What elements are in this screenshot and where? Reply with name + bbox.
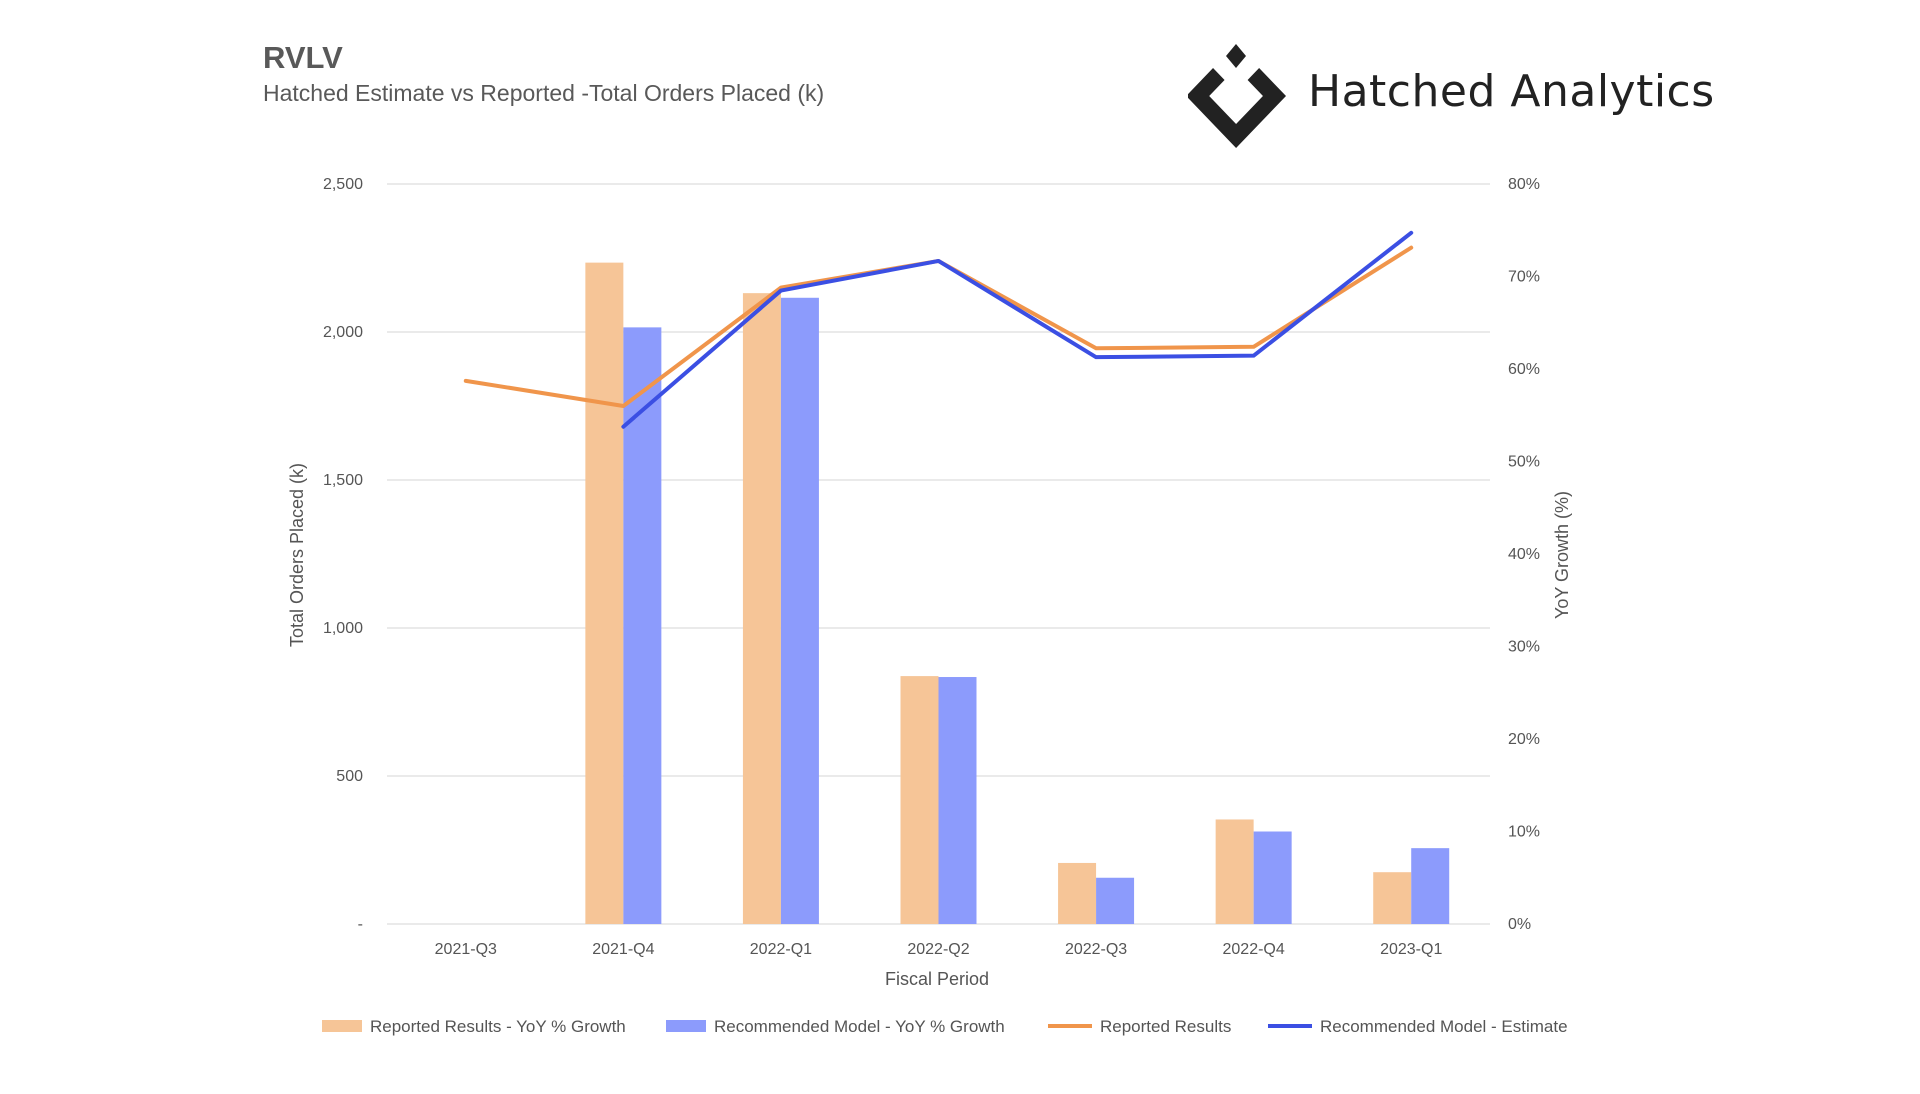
- bar: [585, 262, 624, 924]
- brand-logo: Hatched Analytics: [1188, 40, 1714, 152]
- bars: [585, 262, 1450, 924]
- bar: [1253, 831, 1292, 924]
- y2-tick-label: 60%: [1508, 361, 1540, 378]
- legend: Reported Results - YoY % Growth Recommend…: [322, 1017, 1568, 1036]
- bar: [938, 677, 977, 924]
- bar: [1058, 862, 1097, 924]
- y-tick-label: 1,000: [323, 620, 363, 637]
- right-axis-ticks: 0% 10% 20% 30% 40% 50% 60% 70% 80%: [1508, 176, 1540, 933]
- y2-tick-label: 40%: [1508, 546, 1540, 563]
- x-axis-ticks: 2021-Q3 2021-Q4 2022-Q1 2022-Q2 2022-Q3 2022-…: [435, 941, 1443, 958]
- y2-tick-label: 20%: [1508, 731, 1540, 748]
- y-tick-label: 1,500: [323, 472, 363, 489]
- y2-tick-label: 70%: [1508, 269, 1540, 286]
- bar: [1096, 877, 1135, 924]
- legend-swatch: [322, 1020, 362, 1032]
- hatched-diamond-logo-icon: [1188, 44, 1287, 148]
- y2-axis-label: YoY Growth (%): [1552, 491, 1572, 619]
- bar: [1373, 872, 1412, 924]
- x-tick-label: 2021-Q4: [592, 941, 654, 958]
- bar: [623, 327, 662, 924]
- chart-ticker-title: RVLV: [263, 40, 343, 75]
- series-line: [621, 230, 1414, 429]
- y-tick-label: 2,500: [323, 176, 363, 193]
- legend-label: Recommended Model - YoY % Growth: [714, 1017, 1005, 1036]
- bar: [742, 293, 781, 924]
- y2-tick-label: 10%: [1508, 824, 1540, 841]
- lines: [463, 230, 1414, 429]
- legend-label: Reported Results: [1100, 1017, 1231, 1036]
- y-axis-label: Total Orders Placed (k): [287, 463, 307, 647]
- y2-tick-label: 80%: [1508, 176, 1540, 193]
- x-tick-label: 2022-Q1: [750, 941, 812, 958]
- x-tick-label: 2021-Q3: [435, 941, 497, 958]
- legend-swatch: [666, 1020, 706, 1032]
- brand-name: Hatched Analytics: [1308, 66, 1715, 117]
- y-tick-label: 500: [336, 768, 363, 785]
- y-tick-label: 2,000: [323, 324, 363, 341]
- bar: [1411, 848, 1450, 924]
- legend-label: Recommended Model - Estimate: [1320, 1017, 1568, 1036]
- x-tick-label: 2022-Q3: [1065, 941, 1127, 958]
- x-tick-label: 2023-Q1: [1380, 941, 1442, 958]
- y2-tick-label: 0%: [1508, 916, 1531, 933]
- chart-subtitle: Hatched Estimate vs Reported -Total Orde…: [263, 80, 825, 106]
- y-tick-label: -: [358, 916, 363, 933]
- x-axis-label: Fiscal Period: [885, 969, 989, 989]
- left-axis-ticks: - 500 1,000 1,500 2,000 2,500: [323, 176, 363, 933]
- bar: [1215, 819, 1254, 924]
- bar: [780, 297, 819, 924]
- bar: [900, 676, 939, 924]
- x-tick-label: 2022-Q2: [907, 941, 969, 958]
- y2-tick-label: 50%: [1508, 454, 1540, 471]
- y2-tick-label: 30%: [1508, 639, 1540, 656]
- x-tick-label: 2022-Q4: [1223, 941, 1285, 958]
- legend-label: Reported Results - YoY % Growth: [370, 1017, 626, 1036]
